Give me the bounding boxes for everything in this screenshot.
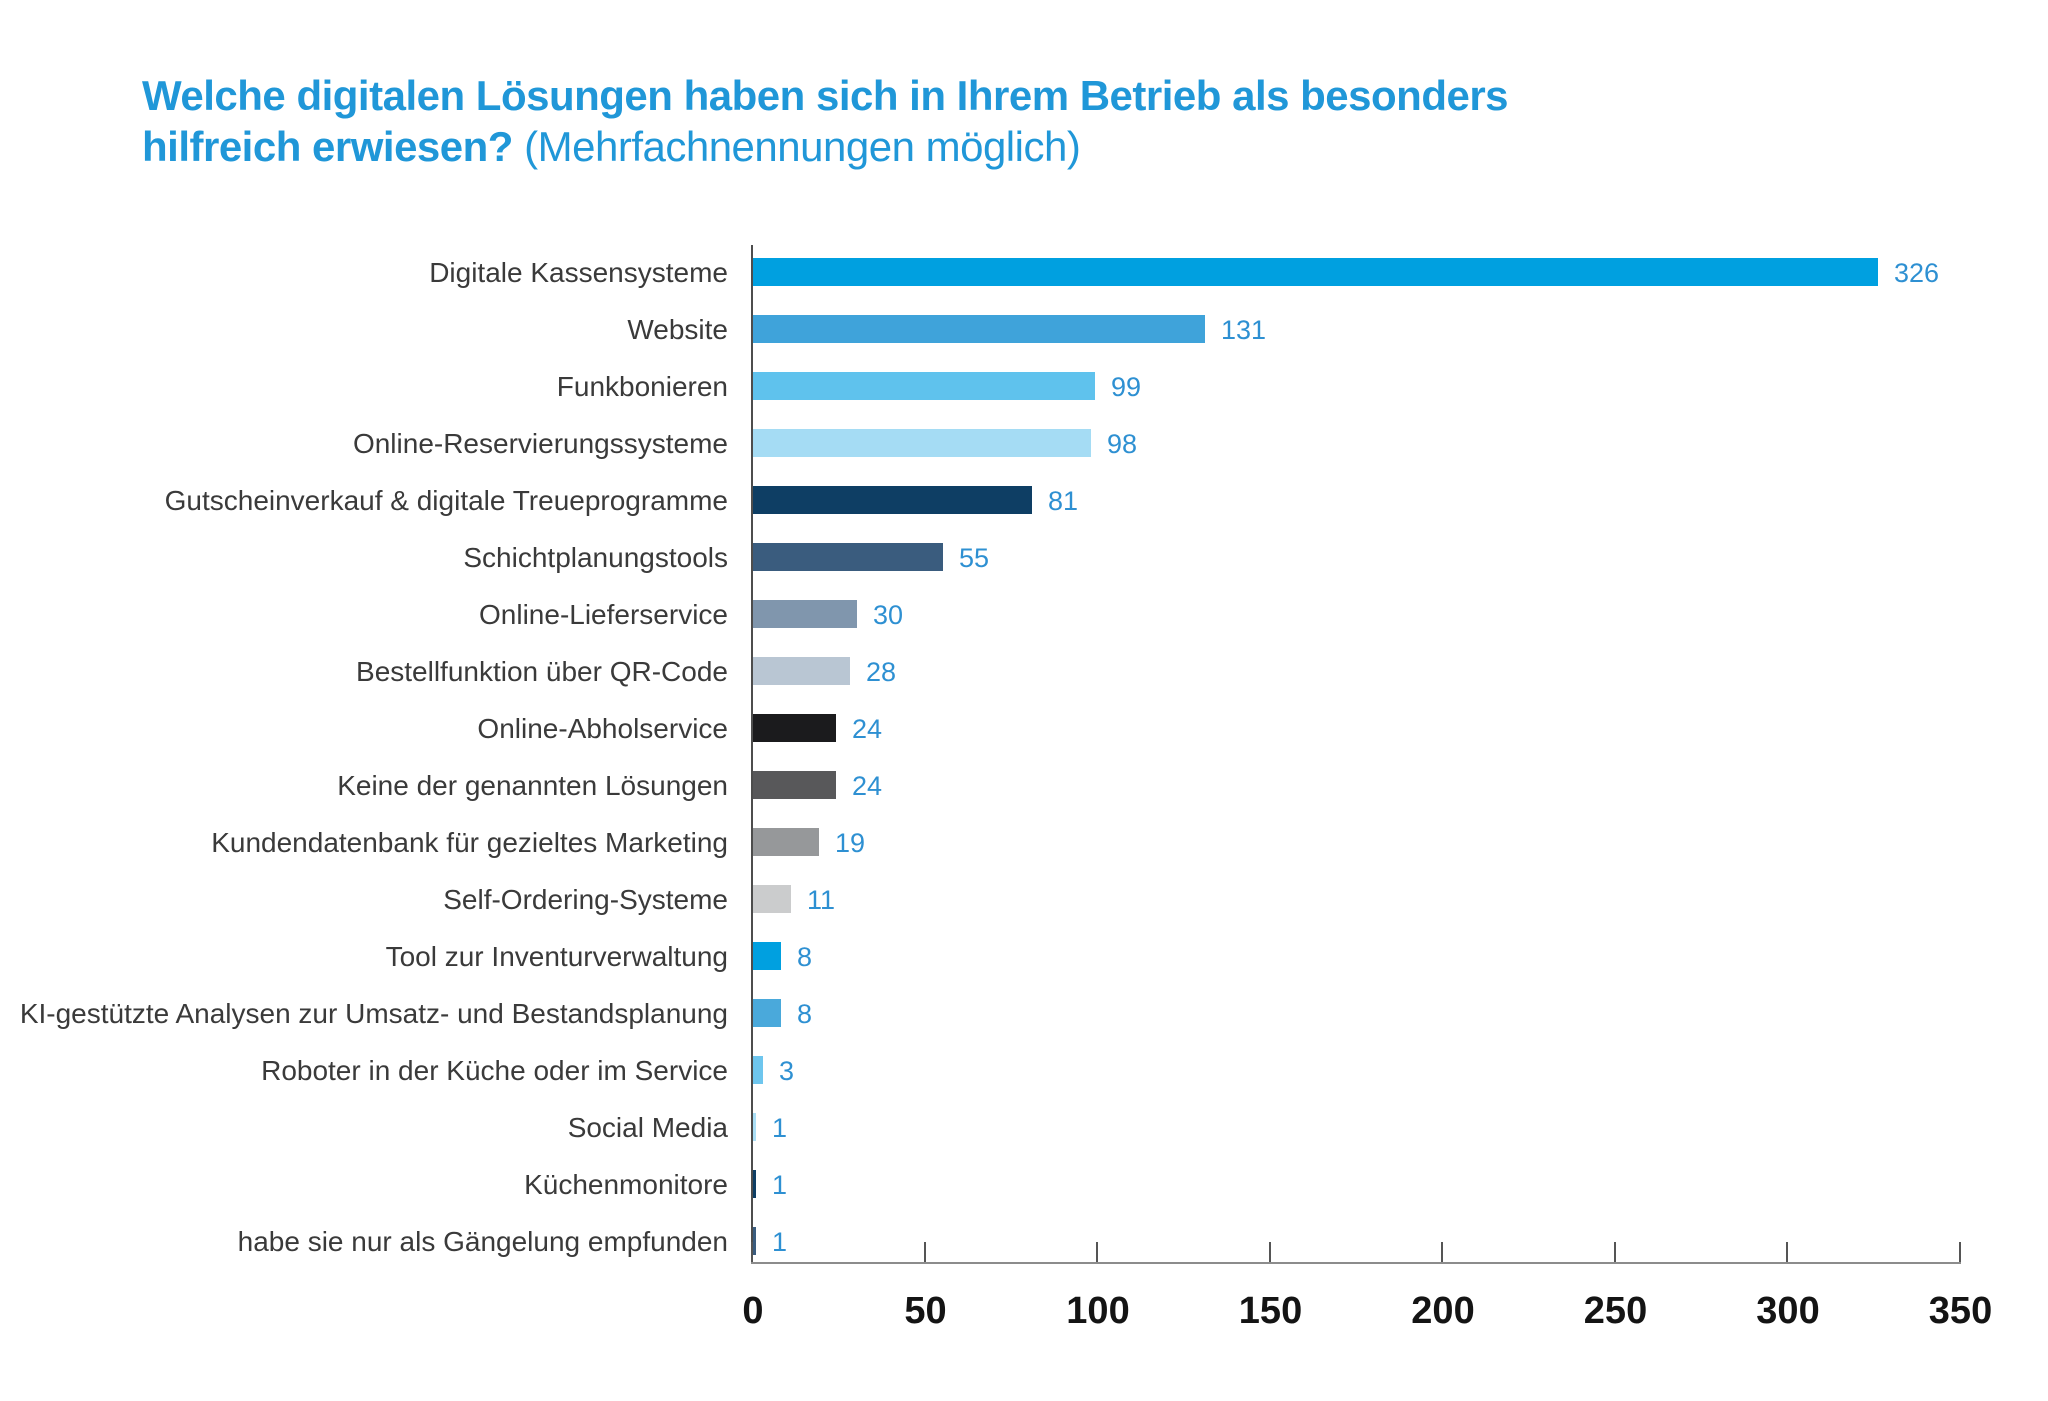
bar [753, 429, 1091, 457]
x-axis-tick [1613, 1242, 1616, 1262]
x-axis-tick [1096, 1242, 1098, 1262]
bar [753, 942, 781, 970]
bar-category-label: Schichtplanungstools [463, 542, 728, 573]
bar-category-label: Kundendatenbank für gezieltes Marketing [211, 827, 728, 858]
bar-category-label: Tool zur Inventurverwaltung [385, 941, 728, 972]
bar-value-label: 19 [835, 828, 866, 858]
bar-category-label: Self-Ordering-Systeme [443, 884, 728, 915]
bar-value-label: 24 [852, 714, 883, 744]
bar-value-label: 8 [797, 999, 813, 1029]
bar-value-label: 24 [852, 771, 883, 801]
bar-value-label: 11 [807, 885, 836, 915]
bar-value-label: 99 [1111, 372, 1142, 402]
bar-category-label: Online-Lieferservice [479, 599, 728, 630]
bar-category-label: Funkbonieren [556, 371, 728, 402]
bar [753, 657, 850, 685]
bar [753, 885, 791, 913]
bar-category-label: Website [627, 314, 728, 345]
chart-title: Welche digitalen Lösungen haben sich in … [142, 70, 1642, 172]
x-axis-tick [1958, 1242, 1961, 1262]
bar-value-label: 326 [1894, 258, 1940, 288]
x-axis-tick-label: 50 [904, 1290, 947, 1332]
bar [753, 1170, 756, 1198]
bar-category-label: Online-Reservierungssysteme [352, 428, 728, 459]
y-axis-line [751, 245, 753, 1264]
bar [753, 372, 1095, 400]
x-axis-tick-label: 350 [1928, 1290, 1993, 1332]
x-axis-tick-label: 250 [1583, 1290, 1648, 1332]
bar-category-label: KI-gestützte Analysen zur Umsatz- und Be… [19, 998, 728, 1029]
x-axis-tick [1268, 1242, 1271, 1262]
bar-category-label: Bestellfunktion über QR-Code [356, 656, 728, 687]
bar [753, 600, 857, 628]
bar-category-label: Gutscheinverkauf & digitale Treueprogram… [164, 485, 728, 516]
x-axis-tick-label: 0 [742, 1290, 764, 1332]
bar [753, 828, 819, 856]
chart-title-line1: Welche digitalen Lösungen haben sich in … [142, 70, 1642, 121]
x-axis-tick-label: 200 [1411, 1290, 1475, 1332]
x-axis-tick [1441, 1242, 1443, 1262]
x-axis-tick [923, 1242, 926, 1262]
bar-category-label: Online-Abholservice [477, 713, 728, 744]
bar-category-label: Küchenmonitore [524, 1169, 728, 1200]
bar [753, 1227, 756, 1255]
bar-category-label: habe sie nur als Gängelung empfunden [237, 1226, 728, 1257]
bar [753, 1113, 756, 1141]
bar-category-label: Roboter in der Küche oder im Service [261, 1055, 728, 1086]
bar-category-label: Keine der genannten Lösungen [337, 770, 728, 801]
bar-value-label: 1 [772, 1170, 788, 1200]
x-axis-tick-label: 150 [1238, 1290, 1303, 1332]
bar [753, 714, 836, 742]
chart-title-subtitle: (Mehrfachnennungen möglich) [512, 123, 1081, 170]
x-axis-tick [1786, 1242, 1788, 1262]
bar [753, 1056, 763, 1084]
bar [753, 258, 1878, 286]
bar-category-label: Social Media [567, 1112, 728, 1143]
bar-value-label: 3 [779, 1056, 795, 1086]
bar-category-label: Digitale Kassensysteme [429, 257, 728, 288]
bar [753, 771, 836, 799]
x-axis-tick-label: 100 [1066, 1290, 1130, 1332]
bar-value-label: 1 [772, 1227, 788, 1257]
chart-title-bold-line1: Welche digitalen Lösungen haben sich in … [142, 72, 1509, 119]
bar-value-label: 81 [1048, 486, 1079, 516]
bar-value-label: 30 [873, 600, 904, 630]
x-axis-line [751, 1262, 1961, 1264]
chart-title-line2: hilfreich erwiesen? (Mehrfachnennungen m… [142, 121, 1642, 172]
x-axis-tick-label: 300 [1756, 1290, 1820, 1332]
bar-value-label: 55 [959, 543, 990, 573]
bar-value-label: 98 [1107, 429, 1138, 459]
chart-title-bold-line2: hilfreich erwiesen? [142, 123, 513, 170]
bar-value-label: 131 [1221, 315, 1267, 345]
bar [753, 315, 1205, 343]
x-axis-tick [751, 1242, 753, 1262]
bar-value-label: 28 [866, 657, 897, 687]
bar-value-label: 1 [772, 1113, 788, 1143]
bar-value-label: 8 [797, 942, 813, 972]
bar [753, 543, 943, 571]
bar [753, 486, 1032, 514]
bar [753, 999, 781, 1027]
